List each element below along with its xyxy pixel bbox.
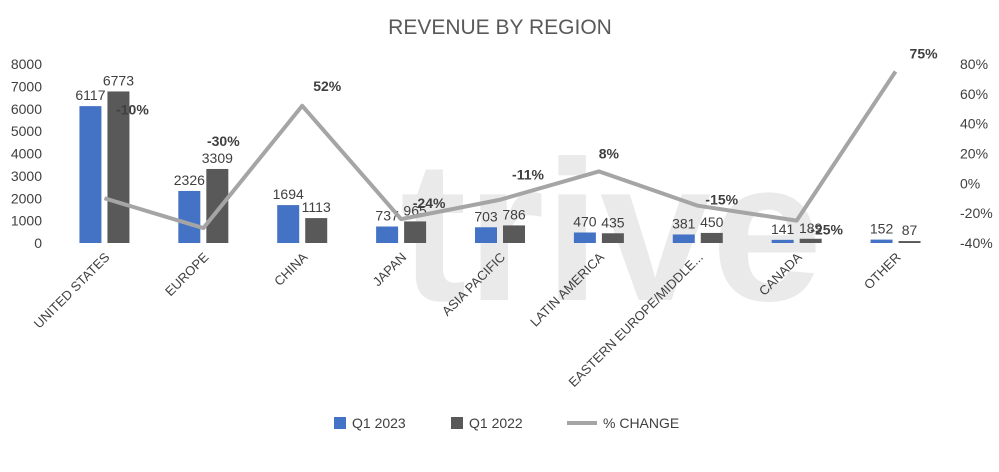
y-tick-label: 6000 bbox=[11, 101, 42, 117]
bar bbox=[771, 239, 794, 243]
percent-change-label: -11% bbox=[512, 167, 544, 183]
y-axis-right: -40% -20% 0% 20% 40% 60% 80% bbox=[960, 56, 993, 251]
bar-value-label: 6117 bbox=[75, 87, 105, 103]
bar-value-label: 3309 bbox=[202, 150, 233, 166]
y-tick-label: 0 bbox=[34, 235, 42, 251]
bar bbox=[700, 232, 723, 243]
bar bbox=[277, 205, 300, 243]
percent-change-label: 75% bbox=[910, 45, 939, 61]
bar bbox=[799, 238, 822, 243]
bar bbox=[376, 226, 399, 243]
y-tick-label: 4000 bbox=[11, 146, 42, 162]
y-tick-label: 7000 bbox=[11, 78, 42, 94]
bar-value-label: 2326 bbox=[174, 172, 205, 188]
percent-change-label: 8% bbox=[599, 145, 620, 161]
legend: Q1 2023 Q1 2022 % CHANGE bbox=[334, 415, 679, 431]
bar bbox=[475, 227, 497, 243]
y-tick-label: 5000 bbox=[11, 123, 42, 139]
y2-tick-label: 80% bbox=[960, 56, 988, 72]
y2-tick-label: -20% bbox=[960, 205, 993, 221]
y2-tick-label: 60% bbox=[960, 86, 988, 102]
bar bbox=[178, 190, 201, 243]
line-series-group: -10% -30% 52% -24% -11% 8% -15% -25% 75% bbox=[103, 45, 939, 238]
bar-value-label: 141 bbox=[771, 221, 795, 237]
bar-value-label: 703 bbox=[474, 208, 498, 224]
bar-value-label: 189 bbox=[799, 220, 823, 236]
bar bbox=[573, 232, 596, 243]
bar bbox=[503, 225, 525, 243]
bar-value-label: 6773 bbox=[103, 72, 134, 88]
y2-tick-label: -40% bbox=[960, 235, 993, 251]
bar bbox=[898, 241, 921, 243]
legend-label: % CHANGE bbox=[603, 415, 679, 431]
watermark: trive bbox=[400, 120, 822, 343]
bar-value-label: 786 bbox=[502, 206, 526, 222]
bar bbox=[305, 218, 328, 243]
bar-value-label: 1113 bbox=[302, 199, 331, 215]
category-label: UNITED STATES bbox=[31, 249, 113, 331]
category-label: EUROPE bbox=[162, 249, 212, 299]
y2-tick-label: 20% bbox=[960, 146, 988, 162]
bar bbox=[79, 106, 102, 243]
percent-change-label: -15% bbox=[705, 192, 738, 208]
percent-change-label: 52% bbox=[313, 78, 342, 94]
y-axis-left: 0 1000 2000 3000 4000 5000 6000 7000 8000 bbox=[11, 56, 42, 251]
bar-value-label: 381 bbox=[672, 215, 696, 231]
y-tick-label: 3000 bbox=[11, 168, 42, 184]
percent-change-label: -10% bbox=[116, 101, 149, 117]
percent-change-label: -24% bbox=[413, 195, 446, 211]
legend-label: Q1 2023 bbox=[352, 415, 406, 431]
bar bbox=[672, 234, 695, 243]
percent-change-line bbox=[103, 70, 898, 231]
y2-tick-label: 0% bbox=[960, 175, 980, 191]
bar bbox=[404, 221, 427, 243]
bar bbox=[206, 168, 229, 243]
chart-title: REVENUE BY REGION bbox=[388, 16, 612, 39]
percent-change-label: -25% bbox=[810, 222, 843, 238]
legend-swatch bbox=[334, 417, 346, 429]
bar bbox=[870, 239, 893, 243]
legend-label: Q1 2022 bbox=[469, 415, 523, 431]
legend-swatch bbox=[451, 417, 463, 429]
bar-value-label: 1694 bbox=[273, 186, 304, 202]
category-label: CHINA bbox=[271, 249, 310, 288]
category-label: OTHER bbox=[861, 250, 904, 293]
y-tick-label: 8000 bbox=[11, 56, 42, 72]
y2-tick-label: 40% bbox=[960, 116, 988, 132]
bar-value-label: 435 bbox=[601, 214, 625, 230]
bar bbox=[601, 233, 624, 243]
y-tick-label: 2000 bbox=[11, 190, 42, 206]
y-tick-label: 1000 bbox=[11, 213, 42, 229]
bar-value-label: 450 bbox=[700, 214, 724, 230]
bar-value-label: 87 bbox=[902, 222, 918, 238]
percent-change-label: -30% bbox=[207, 133, 240, 149]
bar-value-label: 470 bbox=[573, 213, 597, 229]
bar-value-label: 152 bbox=[870, 221, 894, 237]
